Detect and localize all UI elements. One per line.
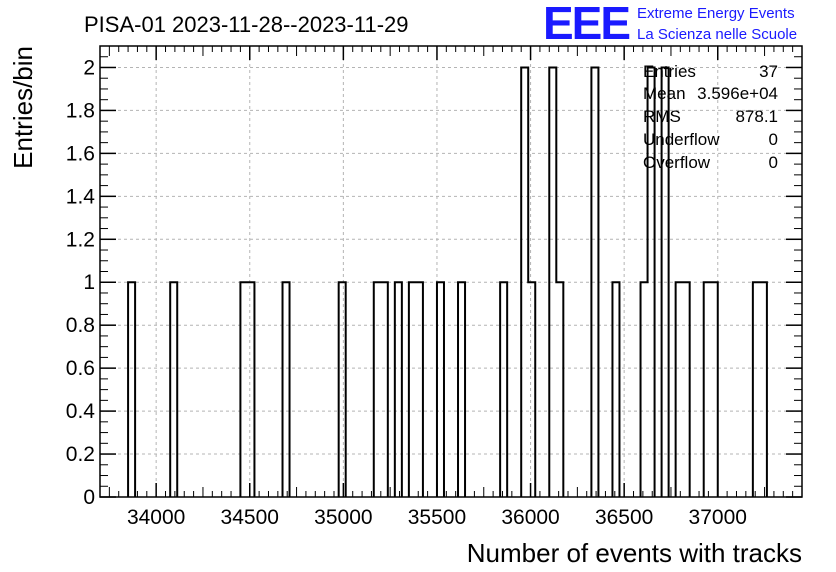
y-tick-label: 0.6 — [66, 357, 95, 380]
histogram-bin — [240, 282, 247, 497]
x-axis-ticks: 34000 34500 35000 35500 36000 36500 37000 — [99, 46, 803, 529]
y-tick-label: 0.8 — [66, 314, 95, 337]
grid — [100, 46, 802, 497]
histogram-bin — [704, 282, 711, 497]
x-tick-label: 34500 — [221, 506, 279, 529]
histogram-bin — [760, 282, 767, 497]
logo-line-1: Extreme Energy Events — [637, 5, 795, 22]
chart-title: PISA-01 2023-11-28--2023-11-29 — [84, 12, 409, 37]
y-tick-label: 1 — [83, 271, 95, 294]
histogram-bin — [437, 282, 444, 497]
histogram-bin — [641, 282, 648, 497]
stat-rms-value: 878.1 — [735, 107, 778, 126]
eee-logo: EEE Extreme Energy Events La Scienza nel… — [543, 0, 797, 49]
x-tick-label: 37000 — [689, 506, 747, 529]
x-axis-label: Number of events with tracks — [467, 538, 802, 568]
x-tick-label: 34000 — [127, 506, 185, 529]
histogram-bin — [374, 282, 381, 497]
histogram-bin — [409, 282, 416, 497]
y-tick-label: 0 — [83, 486, 95, 509]
stat-underflow-value: 0 — [769, 130, 778, 149]
histogram-bin — [500, 282, 507, 497]
histogram-bin — [753, 282, 760, 497]
histogram-outline — [127, 66, 768, 497]
histogram-bin — [247, 282, 254, 497]
histogram-bin — [170, 282, 177, 497]
y-tick-label: 1.2 — [66, 228, 95, 251]
stat-mean-label: Mean — [643, 84, 686, 103]
histogram-bin — [556, 282, 563, 497]
stat-entries-value: 37 — [759, 62, 778, 81]
stat-overflow-label: Overflow — [643, 153, 711, 172]
y-tick-label: 0.2 — [66, 443, 95, 466]
histogram-bin — [416, 282, 423, 497]
stat-overflow-value: 0 — [769, 153, 778, 172]
histogram-bin — [591, 67, 598, 497]
histogram-bin — [339, 282, 346, 497]
histogram-bin — [676, 282, 683, 497]
histogram-bin — [128, 282, 135, 497]
histogram-bin — [612, 282, 619, 497]
y-tick-label: 1.4 — [66, 185, 96, 208]
logo-text: EEE — [543, 0, 629, 49]
histogram-bin — [521, 67, 528, 497]
y-axis-label: Entries/bin — [8, 46, 38, 169]
y-tick-label: 2 — [83, 56, 95, 79]
histogram-bin — [549, 67, 556, 497]
stat-underflow-label: Underflow — [643, 130, 720, 149]
stat-rms-label: RMS — [643, 107, 681, 126]
logo-line-2: La Scienza nelle Scuole — [637, 26, 797, 43]
y-axis-ticks: 0 0.2 0.4 0.6 0.8 1 1.2 1.4 1.6 1.8 2 — [66, 45, 802, 509]
histogram-bin — [683, 282, 690, 497]
histogram-bin — [283, 282, 290, 497]
x-tick-label: 36500 — [595, 506, 653, 529]
x-tick-label: 36000 — [501, 506, 559, 529]
histogram-bin — [711, 282, 718, 497]
histogram-bin — [528, 282, 535, 497]
y-tick-label: 0.4 — [66, 400, 96, 423]
stat-mean-value: 3.596e+04 — [697, 84, 778, 103]
x-tick-label: 35500 — [408, 506, 466, 529]
y-tick-label: 1.8 — [66, 99, 95, 122]
stats-box: Entries 37 Mean 3.596e+04 RMS 878.1 Unde… — [643, 62, 778, 172]
histogram-bin — [458, 282, 465, 497]
histogram-bins — [127, 66, 768, 497]
histogram-bin — [381, 282, 388, 497]
histogram-bin — [395, 282, 402, 497]
x-tick-label: 35000 — [314, 506, 372, 529]
y-tick-label: 1.6 — [66, 142, 95, 165]
plot-frame — [99, 45, 803, 498]
stat-entries-label: Entries — [643, 62, 696, 81]
